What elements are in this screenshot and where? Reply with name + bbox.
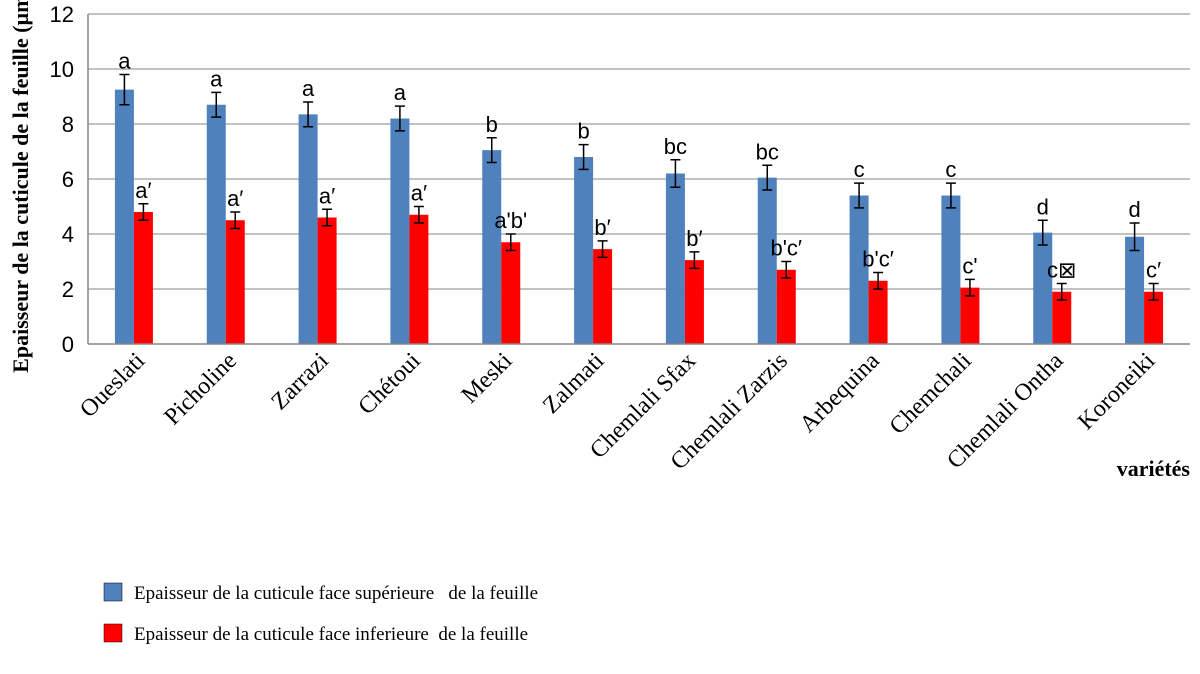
significance-label: a′ <box>135 178 151 203</box>
significance-label: a <box>118 49 131 74</box>
bar-lower <box>1144 291 1164 344</box>
bar-lower <box>225 220 245 344</box>
significance-label: c′ <box>1146 258 1161 283</box>
bar-upper <box>482 150 502 344</box>
bar-lower <box>317 217 337 344</box>
y-tick-label: 8 <box>62 112 74 137</box>
legend-label-upper: Epaisseur de la cuticule face supérieure… <box>134 583 538 604</box>
x-axis-category-labels: Oueslati Picholine Zarrazi Chétoui Meski Zalm… <box>75 348 1160 475</box>
bar-upper <box>665 173 685 344</box>
significance-label: d <box>1037 194 1049 219</box>
significance-label: a <box>394 80 407 105</box>
bar-lower <box>684 260 704 344</box>
x-axis-title: variétés <box>1117 456 1191 481</box>
bar-upper <box>757 177 777 344</box>
bar-upper <box>114 89 134 344</box>
significance-label: a′ <box>319 183 335 208</box>
y-tick-label: 2 <box>62 277 74 302</box>
error-bars-group <box>119 73 1159 301</box>
gridlines <box>88 13 1190 290</box>
bar-upper <box>298 114 318 344</box>
y-axis-ticks: 0 2 4 6 8 10 12 <box>50 2 74 357</box>
significance-label: a <box>210 66 223 91</box>
bars-group <box>114 89 1164 344</box>
bar-lower <box>593 249 613 344</box>
y-tick-label: 6 <box>62 167 74 192</box>
bar-lower <box>409 214 429 344</box>
x-tick-label: Oueslati <box>75 348 150 423</box>
significance-label: b <box>486 112 498 137</box>
bar-upper <box>574 157 594 344</box>
legend-label-lower: Epaisseur de la cuticule face inferieure… <box>134 624 528 645</box>
bar-upper <box>1125 236 1145 344</box>
x-tick-label: Zalmati <box>538 348 609 419</box>
bar-lower <box>776 269 796 344</box>
significance-label: b <box>577 119 589 144</box>
legend: Epaisseur de la cuticule face supérieure… <box>103 582 538 645</box>
bar-lower <box>501 242 521 344</box>
significance-label: bc <box>756 139 779 164</box>
legend-swatch-lower <box>103 623 123 643</box>
significance-labels: a a′ a a′ a a′ a a′ b a'b' b b′ bc b′ bc b'c′ c b'c′ c c' d c… <box>118 49 1161 283</box>
significance-label: c <box>945 157 956 182</box>
y-tick-label: 10 <box>50 57 74 82</box>
bar-upper <box>941 195 961 344</box>
significance-label: c <box>854 157 865 182</box>
significance-label: a <box>302 76 315 101</box>
significance-label: c⊠ <box>1047 258 1076 283</box>
significance-label: b′ <box>686 226 702 251</box>
bar-lower <box>1052 291 1072 344</box>
legend-swatch-upper <box>103 582 123 602</box>
significance-label: b′ <box>594 215 610 240</box>
bar-upper <box>390 118 410 344</box>
bar-upper <box>849 195 869 344</box>
significance-label: c' <box>962 253 977 278</box>
y-tick-label: 4 <box>62 222 74 247</box>
significance-label: b'c′ <box>770 236 802 261</box>
significance-label: a′ <box>227 186 243 211</box>
bar-upper <box>206 104 226 344</box>
x-tick-label: Picholine <box>160 348 242 430</box>
significance-label: b'c′ <box>862 247 894 272</box>
bar-upper <box>1033 232 1053 344</box>
y-tick-label: 0 <box>62 332 74 357</box>
x-tick-label: Koroneiki <box>1073 348 1160 435</box>
y-axis-title: Epaisseur de la cuticule de la feuille (… <box>8 0 33 373</box>
x-tick-label: Chétoui <box>354 348 426 420</box>
x-tick-label: Chemchali <box>885 348 977 440</box>
bar-lower <box>868 280 888 344</box>
x-tick-label: Arbequina <box>795 348 885 438</box>
bar-lower <box>960 287 980 344</box>
significance-label: a'b' <box>494 208 527 233</box>
significance-label: d <box>1128 197 1140 222</box>
y-tick-label: 12 <box>50 2 74 27</box>
bar-lower <box>133 212 153 344</box>
x-tick-label: Meski <box>457 348 518 409</box>
significance-label: bc <box>664 134 687 159</box>
significance-label: a′ <box>411 181 427 206</box>
x-tick-label: Zarrazi <box>266 348 334 416</box>
